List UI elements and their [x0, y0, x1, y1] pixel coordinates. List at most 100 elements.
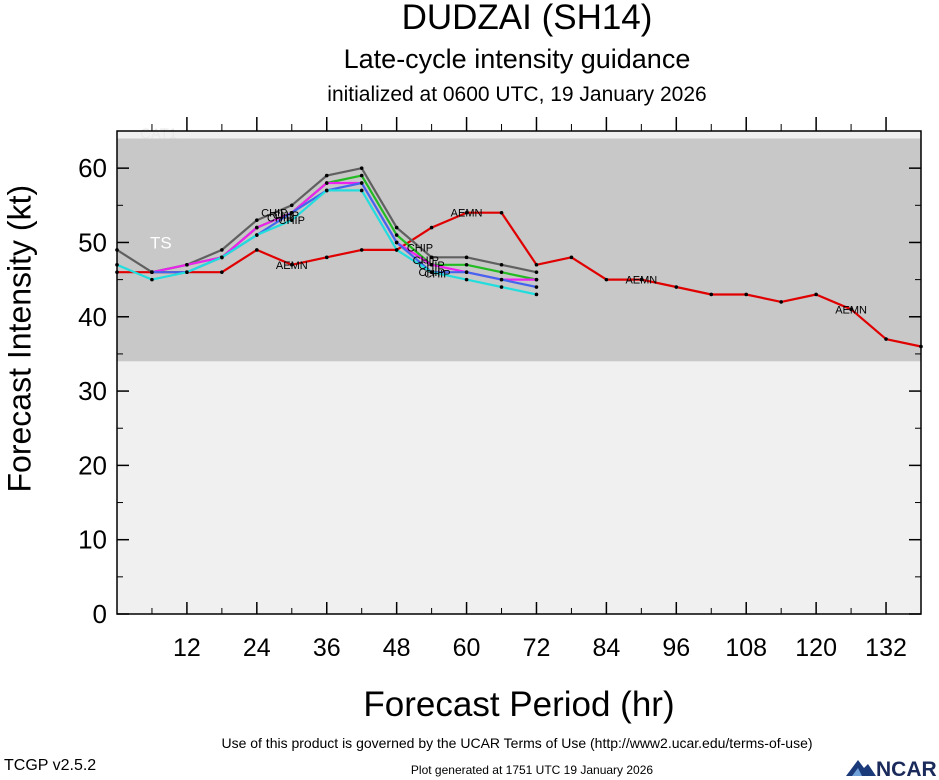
data-point: [744, 292, 749, 297]
series-label: CHIP: [261, 208, 287, 220]
x-tick-label: 84: [592, 634, 620, 662]
data-point: [255, 225, 259, 230]
x-tick-label: 108: [725, 634, 767, 662]
x-tick-label: 12: [173, 634, 201, 662]
series-label: CHIP: [424, 268, 450, 280]
band-label-ts: TS: [150, 233, 172, 252]
plot-frame: [116, 130, 922, 615]
band-labels: TS CAT1: [140, 125, 177, 252]
data-point: [359, 181, 364, 185]
series-label: CHIP: [413, 255, 439, 267]
data-point: [394, 240, 399, 245]
data-point: [289, 210, 294, 215]
data-point: [220, 255, 224, 260]
data-point: [814, 292, 818, 297]
y-axis-label: Forecast Intensity (kt): [1, 184, 38, 493]
series-label: CHIP: [273, 210, 299, 222]
series-label: AEMN: [451, 208, 483, 220]
series-label: CHIP: [418, 267, 444, 279]
data-point: [324, 188, 329, 193]
y-tick-label: 10: [78, 525, 107, 555]
band-below: [117, 361, 921, 614]
data-point: [185, 270, 189, 274]
data-point: [464, 210, 469, 215]
data-point: [884, 337, 888, 341]
x-tick-label: 48: [383, 634, 411, 662]
data-point: [569, 255, 574, 260]
x-tick-label: 36: [313, 634, 341, 662]
data-point: [534, 262, 539, 267]
data-point: [359, 188, 364, 193]
data-point: [534, 292, 539, 297]
data-point: [289, 218, 294, 222]
x-tick-label: 60: [453, 634, 481, 662]
data-point: [429, 255, 434, 260]
y-tick-label: 0: [93, 599, 107, 629]
tick-labels: 0 10 20 30 40 50 60 12 24 36 48 60 72 84 96 108 120 132: [78, 153, 907, 662]
series-label: CHIP: [418, 260, 444, 272]
y-tick-label: 60: [78, 153, 107, 183]
series-label: CHIP: [279, 215, 305, 227]
y-tick-label: 30: [78, 376, 107, 406]
generated-time: Plot generated at 1751 UTC 19 January 20…: [410, 763, 654, 777]
data-point: [604, 277, 609, 282]
data-point: [220, 270, 224, 274]
data-point: [150, 277, 154, 282]
band-ts: [117, 138, 921, 362]
y-tick-label: 50: [78, 227, 107, 257]
data-point: [394, 233, 399, 237]
data-point: [324, 173, 329, 178]
data-point: [499, 262, 504, 267]
data-point: [150, 270, 154, 274]
intensity-bands: [117, 131, 921, 614]
data-point: [464, 270, 469, 274]
data-point: [255, 233, 259, 237]
data-point: [709, 292, 714, 297]
series-label: AEMN: [625, 275, 657, 287]
data-point: [534, 277, 539, 282]
series-label: CHIP: [267, 213, 293, 225]
data-point: [499, 270, 504, 274]
y-tick-label: 40: [78, 302, 107, 332]
band-label-cat1: CAT1: [140, 125, 177, 142]
data-point: [429, 262, 434, 267]
data-point: [429, 225, 434, 230]
data-point: [359, 166, 364, 170]
data-point: [429, 270, 434, 274]
data-point: [289, 262, 294, 267]
data-point: [639, 277, 644, 282]
data-point: [849, 307, 853, 312]
data-point: [464, 255, 469, 260]
svg-text:NCAR: NCAR: [876, 758, 937, 780]
data-point: [394, 225, 399, 230]
data-point: [464, 277, 469, 282]
series-labels: AEMNAEMNAEMNAEMNCHIPCHIPCHIPCHIPCHIPCHIP…: [261, 208, 867, 317]
data-point: [534, 270, 539, 274]
data-point: [534, 285, 539, 289]
data-point: [394, 248, 399, 252]
series-lines: [115, 166, 923, 349]
series-label: AEMN: [835, 304, 867, 316]
data-point: [499, 277, 504, 282]
x-tick-label: 24: [243, 634, 271, 662]
ncar-logo: NCAR: [846, 758, 937, 780]
chart-subtitle: Late-cycle intensity guidance: [343, 44, 691, 74]
data-point: [359, 173, 364, 178]
data-point: [185, 262, 189, 267]
x-tick-label: 120: [795, 634, 837, 662]
data-point: [324, 181, 329, 185]
axis-ticks: [117, 117, 921, 615]
chart-title: DUDZAI (SH14): [401, 0, 653, 37]
series-line-aemn: [117, 211, 922, 348]
series-label: AEMN: [276, 260, 308, 272]
data-point: [499, 210, 504, 215]
x-tick-label: 132: [865, 634, 907, 662]
series-label: CHIP: [407, 242, 433, 254]
y-tick-label: 20: [78, 450, 107, 480]
terms-of-use-note: Use of this product is governed by the U…: [221, 735, 813, 751]
chart-init-time: initialized at 0600 UTC, 19 January 2026: [327, 83, 707, 106]
data-point: [289, 203, 294, 208]
data-point: [359, 248, 364, 252]
x-tick-label: 72: [523, 634, 551, 662]
